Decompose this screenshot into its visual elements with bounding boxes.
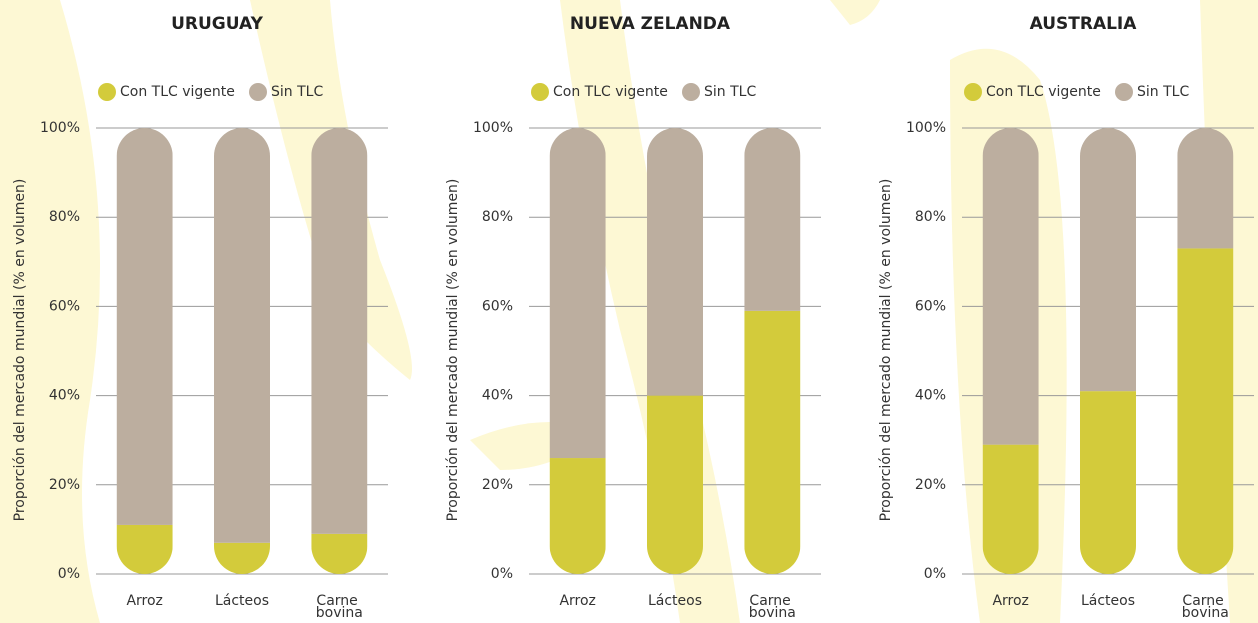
bar-segment xyxy=(214,543,270,574)
legend-label: Con TLC vigente xyxy=(120,84,235,100)
bar-segment xyxy=(744,311,800,574)
bar-segment xyxy=(744,128,800,311)
y-tick-label: 20% xyxy=(49,477,80,493)
bar-segment xyxy=(117,128,173,525)
bar-segment xyxy=(1080,391,1136,574)
bar-segment xyxy=(983,445,1039,574)
legend-swatch xyxy=(531,83,549,101)
bar-segment xyxy=(1080,128,1136,391)
y-tick-label: 20% xyxy=(915,477,946,493)
legend-swatch xyxy=(249,83,267,101)
bar-stack xyxy=(311,128,367,574)
y-tick-label: 80% xyxy=(482,209,513,225)
y-tick-label: 60% xyxy=(482,298,513,314)
legend-swatch xyxy=(964,83,982,101)
x-tick-label: Carne bovina xyxy=(1182,593,1229,621)
legend-label: Sin TLC xyxy=(271,84,323,100)
y-tick-label: 40% xyxy=(915,388,946,404)
y-axis-label: Proporción del mercado mundial (% en vol… xyxy=(445,179,461,522)
y-tick-label: 100% xyxy=(906,120,946,136)
legend-swatch xyxy=(682,83,700,101)
bar-segment xyxy=(550,458,606,574)
bar-stack xyxy=(744,128,800,574)
legend-swatch xyxy=(1115,83,1133,101)
y-tick-label: 20% xyxy=(482,477,513,493)
bar-segment xyxy=(647,396,703,574)
y-tick-label: 80% xyxy=(49,209,80,225)
y-tick-label: 40% xyxy=(49,388,80,404)
bar-segment xyxy=(647,128,703,396)
x-tick-label: Carne bovina xyxy=(749,593,796,621)
bar-segment xyxy=(1177,128,1233,248)
x-tick-label: Carne bovina xyxy=(316,593,363,621)
y-axis-label: Proporción del mercado mundial (% en vol… xyxy=(878,179,894,522)
chart-title: AUSTRALIA xyxy=(1030,14,1138,34)
bar-segment xyxy=(214,128,270,543)
y-tick-label: 0% xyxy=(58,566,80,582)
x-tick-label: Lácteos xyxy=(1081,593,1135,609)
x-tick-label: Lácteos xyxy=(215,593,269,609)
chart-title: URUGUAY xyxy=(171,14,263,34)
page: URUGUAY Proporción del mercado mundial (%… xyxy=(0,0,1258,623)
bar-stack xyxy=(214,128,270,574)
bar-segment xyxy=(311,128,367,534)
x-tick-label: Arroz xyxy=(126,593,162,609)
legend-label: Con TLC vigente xyxy=(986,84,1101,100)
bar-segment xyxy=(311,534,367,574)
y-tick-label: 80% xyxy=(915,209,946,225)
x-tick-label: Arroz xyxy=(559,593,595,609)
bar-stack xyxy=(647,128,703,574)
bar-segment xyxy=(117,525,173,574)
bar-stack xyxy=(1080,128,1136,574)
bar-stack xyxy=(117,128,173,574)
bar-segment xyxy=(550,128,606,458)
y-tick-label: 0% xyxy=(491,566,513,582)
bar-stack xyxy=(983,128,1039,574)
y-tick-label: 100% xyxy=(473,120,513,136)
y-axis-label: Proporción del mercado mundial (% en vol… xyxy=(12,179,28,522)
chart-title: NUEVA ZELANDA xyxy=(570,14,731,34)
bar-segment xyxy=(983,128,1039,445)
x-tick-label: Arroz xyxy=(992,593,1028,609)
legend-label: Sin TLC xyxy=(704,84,756,100)
y-tick-label: 60% xyxy=(49,298,80,314)
bar-stack xyxy=(1177,128,1233,574)
y-tick-label: 100% xyxy=(40,120,80,136)
y-tick-label: 60% xyxy=(915,298,946,314)
legend-swatch xyxy=(98,83,116,101)
y-tick-label: 40% xyxy=(482,388,513,404)
bar-segment xyxy=(1177,248,1233,574)
x-tick-label: Lácteos xyxy=(648,593,702,609)
bar-stack xyxy=(550,128,606,574)
legend-label: Con TLC vigente xyxy=(553,84,668,100)
y-tick-label: 0% xyxy=(924,566,946,582)
legend-label: Sin TLC xyxy=(1137,84,1189,100)
